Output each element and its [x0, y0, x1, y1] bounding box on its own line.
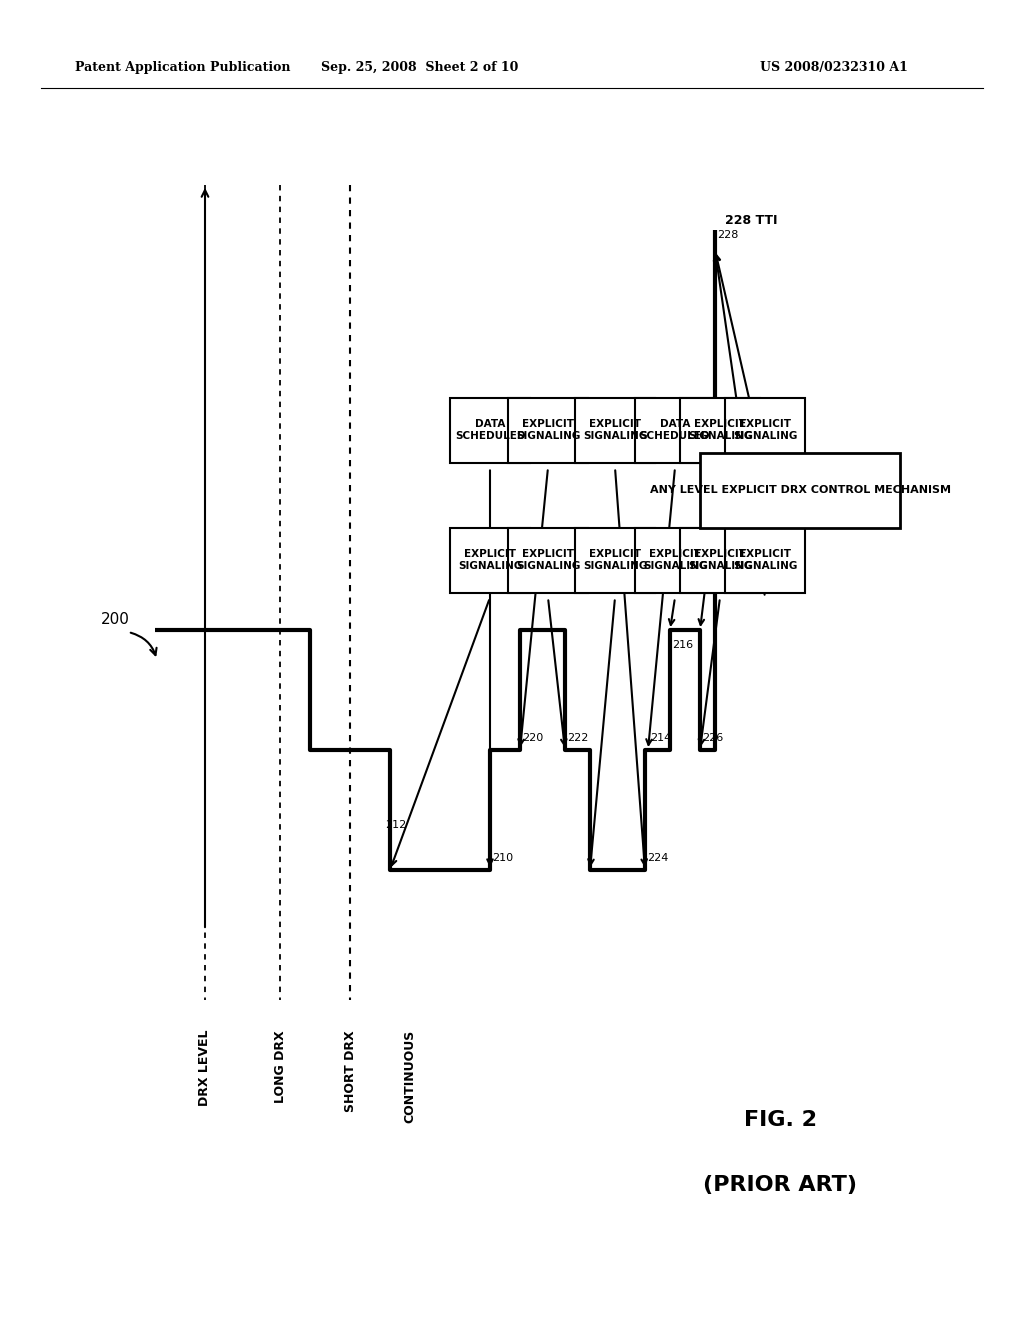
Text: EXPLICIT
SIGNALING: EXPLICIT SIGNALING [516, 420, 581, 441]
Text: 200: 200 [100, 612, 129, 627]
FancyBboxPatch shape [680, 528, 760, 593]
FancyBboxPatch shape [508, 528, 588, 593]
Text: US 2008/0232310 A1: US 2008/0232310 A1 [760, 62, 908, 74]
FancyBboxPatch shape [725, 397, 805, 462]
Text: Patent Application Publication: Patent Application Publication [75, 62, 291, 74]
Text: EXPLICIT
SIGNALING: EXPLICIT SIGNALING [643, 549, 708, 570]
Text: EXPLICIT
SIGNALING: EXPLICIT SIGNALING [733, 420, 798, 441]
FancyBboxPatch shape [575, 528, 655, 593]
FancyBboxPatch shape [575, 397, 655, 462]
FancyBboxPatch shape [508, 397, 588, 462]
Text: ANY LEVEL EXPLICIT DRX CONTROL MECHANISM: ANY LEVEL EXPLICIT DRX CONTROL MECHANISM [649, 484, 950, 495]
Text: 222: 222 [567, 733, 589, 743]
Text: EXPLICIT
SIGNALING: EXPLICIT SIGNALING [688, 420, 753, 441]
Text: 228 TTI: 228 TTI [725, 214, 777, 227]
Text: 214: 214 [650, 733, 672, 743]
Text: DATA
SCHEDULED: DATA SCHEDULED [640, 420, 711, 441]
Text: FIG. 2: FIG. 2 [743, 1110, 816, 1130]
Text: 228: 228 [717, 230, 738, 240]
Text: 216: 216 [672, 640, 693, 649]
Text: 212: 212 [385, 820, 407, 830]
Text: 224: 224 [647, 853, 669, 863]
Text: EXPLICIT
SIGNALING: EXPLICIT SIGNALING [458, 549, 522, 570]
Text: EXPLICIT
SIGNALING: EXPLICIT SIGNALING [583, 549, 647, 570]
Text: (PRIOR ART): (PRIOR ART) [703, 1175, 857, 1195]
FancyBboxPatch shape [450, 397, 530, 462]
Text: 210: 210 [492, 853, 513, 863]
Text: DRX LEVEL: DRX LEVEL [199, 1030, 212, 1106]
FancyBboxPatch shape [635, 397, 715, 462]
Text: DATA
SCHEDULED: DATA SCHEDULED [455, 420, 525, 441]
FancyBboxPatch shape [635, 528, 715, 593]
Text: SHORT DRX: SHORT DRX [343, 1030, 356, 1111]
Text: EXPLICIT
SIGNALING: EXPLICIT SIGNALING [688, 549, 753, 570]
FancyBboxPatch shape [450, 528, 530, 593]
FancyBboxPatch shape [725, 528, 805, 593]
Text: EXPLICIT
SIGNALING: EXPLICIT SIGNALING [583, 420, 647, 441]
Text: EXPLICIT
SIGNALING: EXPLICIT SIGNALING [516, 549, 581, 570]
FancyBboxPatch shape [700, 453, 900, 528]
Text: CONTINUOUS: CONTINUOUS [403, 1030, 417, 1123]
Text: Sep. 25, 2008  Sheet 2 of 10: Sep. 25, 2008 Sheet 2 of 10 [322, 62, 519, 74]
Text: 220: 220 [522, 733, 544, 743]
Text: 226: 226 [702, 733, 723, 743]
Text: LONG DRX: LONG DRX [273, 1030, 287, 1102]
Text: EXPLICIT
SIGNALING: EXPLICIT SIGNALING [733, 549, 798, 570]
FancyBboxPatch shape [680, 397, 760, 462]
